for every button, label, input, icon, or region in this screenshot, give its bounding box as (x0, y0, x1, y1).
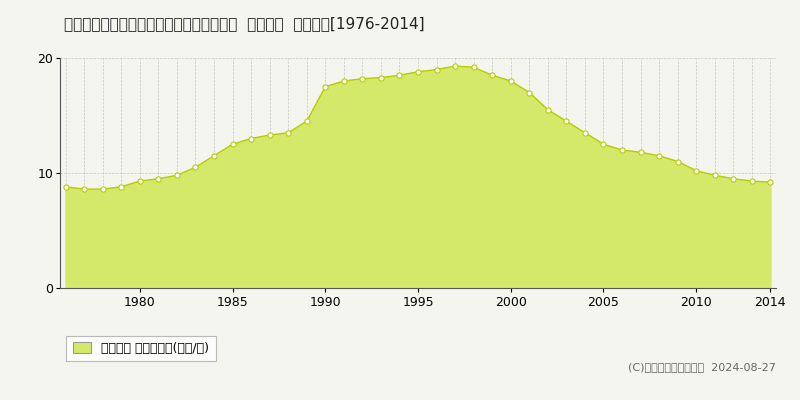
Point (523, 89, 536, 96)
Point (467, 64, 480, 70)
Point (245, 135, 258, 142)
Point (597, 141, 610, 148)
Point (356, 76, 369, 82)
Point (764, 179, 777, 185)
Point (319, 84, 332, 90)
Point (152, 176, 165, 182)
Point (746, 178, 758, 184)
Point (207, 152, 220, 159)
Point (634, 149, 647, 156)
Point (411, 68, 424, 75)
Point (282, 130, 294, 136)
Point (708, 172, 721, 178)
Point (616, 147, 629, 153)
Point (59, 184, 72, 190)
Text: (C)土地価格ドットコム  2024-08-27: (C)土地価格ドットコム 2024-08-27 (628, 362, 776, 372)
Text: 兵庫県姫路市四郷町中鈴字下柏８１番１外  地価公示  地価推移[1976-2014]: 兵庫県姫路市四郷町中鈴字下柏８１番１外 地価公示 地価推移[1976-2014] (64, 16, 425, 31)
Point (374, 74, 387, 81)
Point (78, 186, 90, 192)
Point (578, 130, 591, 136)
Point (653, 152, 666, 159)
Point (189, 164, 202, 170)
Point (690, 168, 702, 174)
Point (727, 176, 740, 182)
Point (542, 106, 554, 113)
Point (449, 63, 462, 69)
Point (560, 118, 573, 124)
Point (134, 178, 146, 184)
Point (504, 78, 517, 84)
Point (226, 141, 239, 148)
Point (300, 118, 313, 124)
Point (671, 158, 684, 165)
Point (263, 132, 276, 138)
Point (96, 186, 109, 192)
Point (393, 72, 406, 78)
Point (170, 172, 183, 178)
Point (115, 184, 128, 190)
Point (486, 72, 498, 78)
Point (338, 78, 350, 84)
Point (430, 66, 443, 73)
Legend: 地価公示 平均坪単価(万円/坪): 地価公示 平均坪単価(万円/坪) (66, 336, 215, 361)
